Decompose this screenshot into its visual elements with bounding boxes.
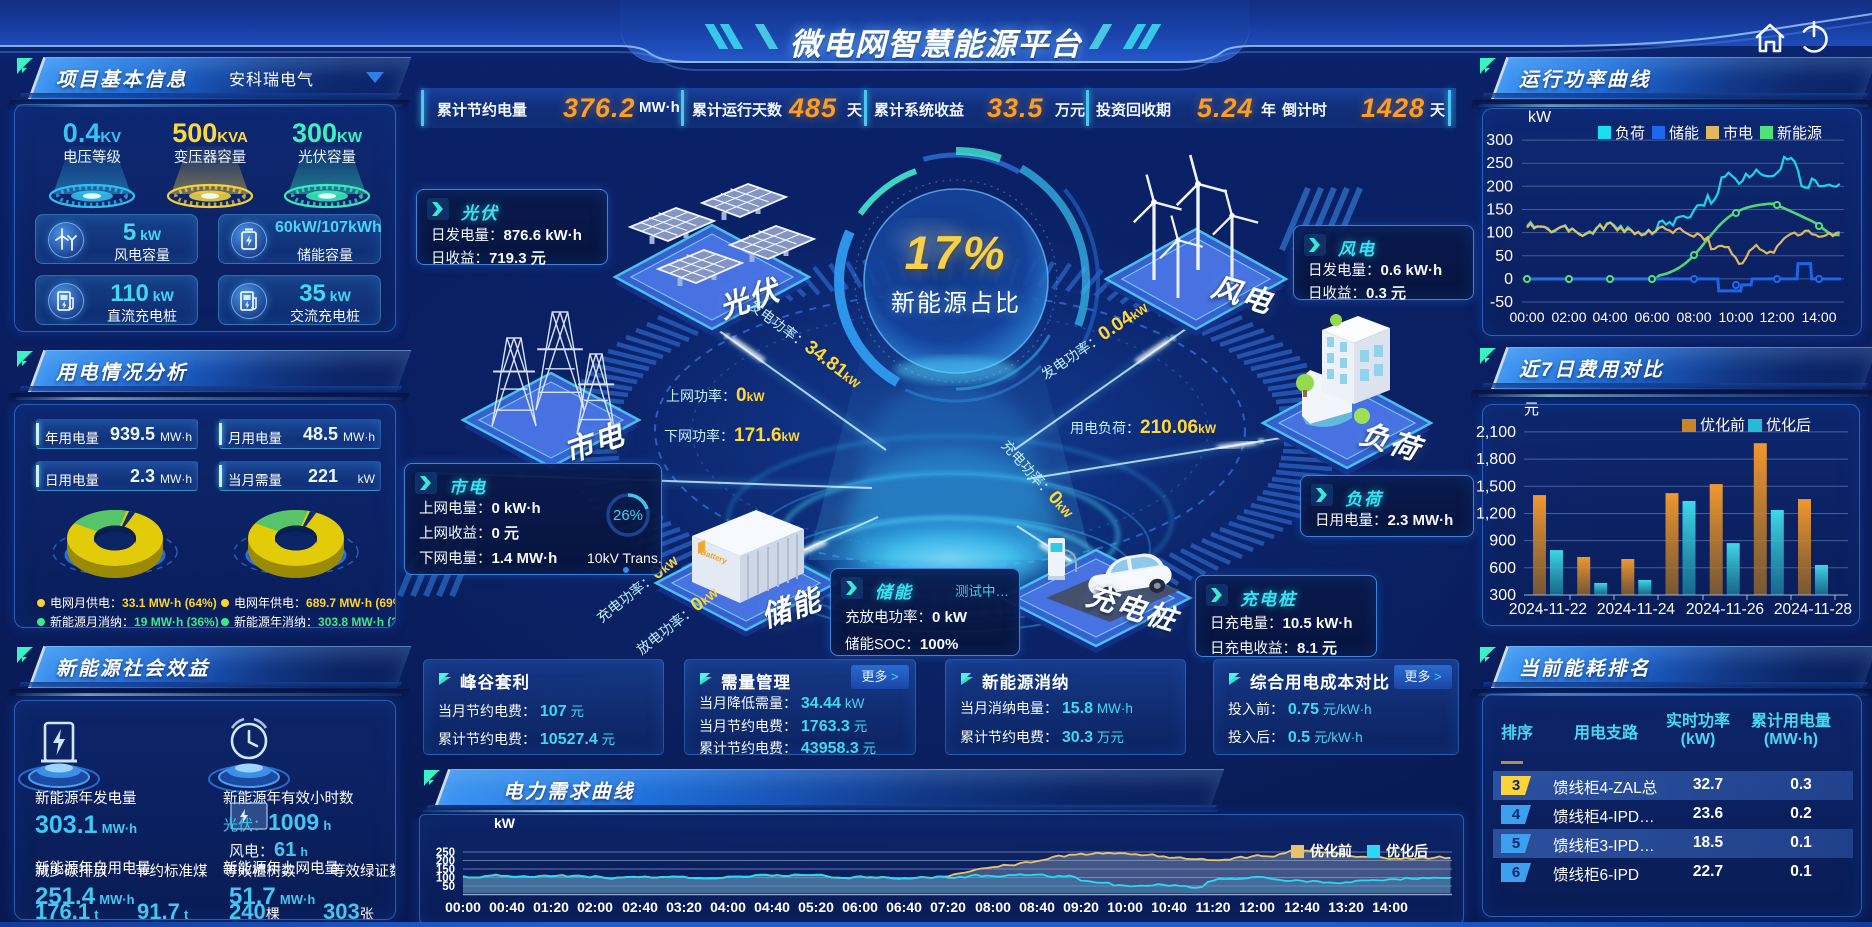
svg-text:300: 300 (1489, 587, 1516, 604)
svg-text:负荷: 负荷 (1615, 125, 1645, 142)
svg-text:10:40: 10:40 (1151, 899, 1187, 915)
svg-text:600: 600 (1489, 560, 1516, 577)
svg-text:00:00: 00:00 (445, 899, 481, 915)
svg-text:14:00: 14:00 (1372, 899, 1408, 915)
svg-text:优化前: 优化前 (1310, 843, 1352, 859)
svg-text:优化前: 优化前 (1700, 417, 1745, 434)
svg-text:14:00: 14:00 (1801, 309, 1836, 325)
svg-text:kW: kW (1528, 109, 1552, 126)
svg-text:新能源: 新能源 (1777, 125, 1822, 142)
svg-text:2,100: 2,100 (1476, 424, 1516, 441)
svg-text:09:20: 09:20 (1063, 899, 1099, 915)
svg-text:50: 50 (442, 881, 455, 893)
svg-text:04:00: 04:00 (710, 899, 746, 915)
svg-text:50: 50 (1495, 248, 1513, 265)
svg-text:11:20: 11:20 (1195, 899, 1230, 915)
svg-text:储能: 储能 (1669, 125, 1699, 142)
svg-text:300: 300 (1486, 132, 1513, 149)
svg-text:08:00: 08:00 (1676, 309, 1711, 325)
svg-text:06:00: 06:00 (842, 899, 878, 915)
svg-text:08:00: 08:00 (975, 899, 1011, 915)
svg-text:250: 250 (436, 847, 455, 859)
svg-text:优化后: 优化后 (1386, 843, 1428, 859)
svg-text:10:00: 10:00 (1718, 309, 1753, 325)
svg-text:06:40: 06:40 (886, 899, 922, 915)
svg-text:100: 100 (436, 873, 455, 885)
svg-text:市电: 市电 (1723, 125, 1753, 142)
svg-text:12:40: 12:40 (1284, 899, 1320, 915)
svg-text:2024-11-28: 2024-11-28 (1774, 601, 1852, 618)
svg-text:13:20: 13:20 (1328, 899, 1364, 915)
svg-text:100: 100 (1486, 225, 1513, 242)
svg-text:200: 200 (436, 856, 455, 868)
svg-text:02:00: 02:00 (577, 899, 613, 915)
svg-text:150: 150 (1486, 202, 1513, 219)
svg-text:00:40: 00:40 (489, 899, 525, 915)
svg-text:元: 元 (1524, 401, 1539, 418)
svg-text:0: 0 (1504, 271, 1513, 288)
svg-text:26%: 26% (613, 507, 643, 524)
svg-text:2024-11-22: 2024-11-22 (1509, 601, 1587, 618)
svg-text:150: 150 (436, 864, 455, 876)
svg-text:12:00: 12:00 (1759, 309, 1794, 325)
svg-text:08:40: 08:40 (1019, 899, 1055, 915)
svg-text:07:20: 07:20 (930, 899, 966, 915)
svg-text:优化后: 优化后 (1766, 417, 1811, 434)
svg-text:900: 900 (1489, 533, 1516, 550)
svg-text:1,800: 1,800 (1476, 451, 1516, 468)
svg-text:-50: -50 (1490, 294, 1513, 311)
svg-text:05:20: 05:20 (798, 899, 834, 915)
svg-text:12:00: 12:00 (1239, 899, 1275, 915)
svg-text:1,500: 1,500 (1476, 478, 1516, 495)
svg-text:2024-11-26: 2024-11-26 (1686, 601, 1764, 618)
svg-text:00:00: 00:00 (1509, 309, 1544, 325)
svg-text:02:40: 02:40 (622, 899, 658, 915)
svg-text:04:00: 04:00 (1592, 309, 1627, 325)
svg-text:01:20: 01:20 (533, 899, 569, 915)
svg-text:10:00: 10:00 (1107, 899, 1143, 915)
svg-text:02:00: 02:00 (1551, 309, 1586, 325)
svg-text:200: 200 (1486, 178, 1513, 195)
svg-text:03:20: 03:20 (666, 899, 702, 915)
svg-text:06:00: 06:00 (1634, 309, 1669, 325)
svg-text:2024-11-24: 2024-11-24 (1597, 601, 1676, 618)
svg-text:250: 250 (1486, 155, 1513, 172)
svg-text:04:40: 04:40 (754, 899, 790, 915)
svg-text:kW: kW (494, 815, 516, 831)
svg-text:1,200: 1,200 (1476, 506, 1516, 523)
